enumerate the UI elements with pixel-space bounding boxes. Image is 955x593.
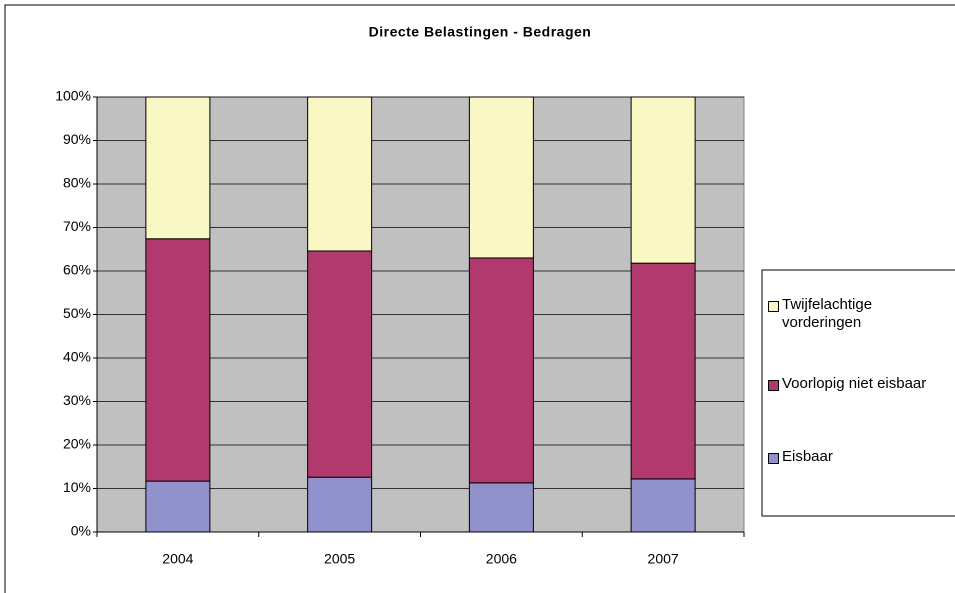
legend-swatch bbox=[768, 453, 779, 464]
bar-segment bbox=[630, 478, 696, 533]
bar-segment bbox=[468, 96, 534, 259]
bar-segment bbox=[145, 238, 211, 482]
bar-segment bbox=[307, 96, 373, 252]
y-tick-label: 30% bbox=[63, 392, 91, 408]
bar-segment bbox=[145, 96, 211, 240]
x-tick-label: 2006 bbox=[486, 551, 517, 567]
x-tick-label: 2005 bbox=[324, 551, 355, 567]
legend-swatch bbox=[768, 380, 779, 391]
y-tick-label: 20% bbox=[63, 436, 91, 452]
y-tick-label: 0% bbox=[71, 523, 91, 539]
bar-segment bbox=[307, 476, 373, 533]
legend-box bbox=[761, 269, 955, 517]
y-tick-label: 90% bbox=[63, 131, 91, 147]
x-tick-label: 2007 bbox=[648, 551, 679, 567]
legend-swatch bbox=[768, 301, 779, 312]
y-tick-label: 50% bbox=[63, 305, 91, 321]
legend-label: Voorlopig niet eisbaar bbox=[782, 375, 927, 392]
y-tick-label: 10% bbox=[63, 479, 91, 495]
y-tick-label: 100% bbox=[55, 88, 91, 104]
bar-segment bbox=[468, 257, 534, 484]
bar-segment bbox=[145, 480, 211, 533]
bar-segment bbox=[307, 250, 373, 478]
chart-title: Directe Belastingen - Bedragen bbox=[369, 24, 592, 40]
bar-segment bbox=[468, 482, 534, 533]
y-tick-label: 80% bbox=[63, 175, 91, 191]
legend-label: Eisbaar bbox=[782, 448, 833, 465]
x-tick-label: 2004 bbox=[162, 551, 193, 567]
bar-segment bbox=[630, 96, 696, 264]
bar-segment bbox=[630, 262, 696, 480]
y-tick-label: 70% bbox=[63, 218, 91, 234]
y-tick-label: 40% bbox=[63, 349, 91, 365]
y-tick-label: 60% bbox=[63, 262, 91, 278]
legend-label: Twijfelachtige vorderingen bbox=[782, 296, 873, 331]
